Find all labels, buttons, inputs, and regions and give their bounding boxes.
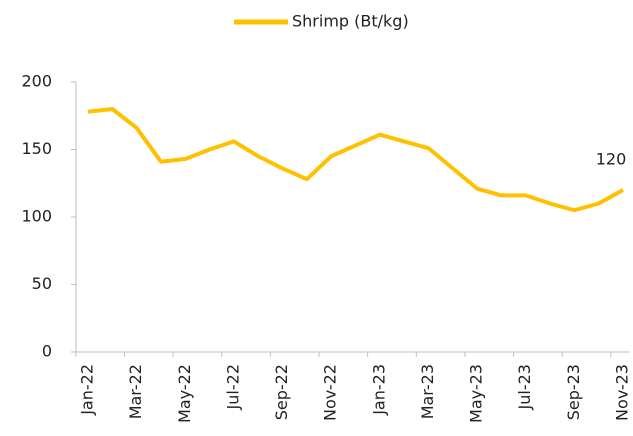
y-tick-label: 150 (21, 139, 52, 158)
line-series (87, 107, 624, 213)
y-tick-label: 200 (21, 72, 52, 91)
data-label: 120 (596, 150, 627, 169)
x-tick-label: Nov-23 (613, 364, 632, 421)
x-tick-label: May-22 (175, 364, 194, 423)
x-tick-label: Jul-23 (515, 364, 534, 410)
x-tick-label: Mar-22 (126, 364, 145, 419)
x-tick-label: Jan-22 (78, 364, 97, 416)
y-tick-label: 50 (32, 274, 52, 293)
x-tick-label: Nov-22 (321, 364, 340, 421)
y-tick-label: 100 (21, 207, 52, 226)
y-tick-label: 0 (42, 342, 52, 361)
x-tick-label: Mar-23 (418, 364, 437, 419)
x-tick-label: Jan-23 (369, 364, 388, 416)
legend-label: Shrimp (Bt/kg) (292, 12, 409, 31)
x-tick-label: Sep-22 (272, 364, 291, 420)
x-tick-label: Jul-22 (223, 364, 242, 410)
x-tick-label: Sep-23 (564, 364, 583, 420)
x-tick-label: May-23 (467, 364, 486, 423)
